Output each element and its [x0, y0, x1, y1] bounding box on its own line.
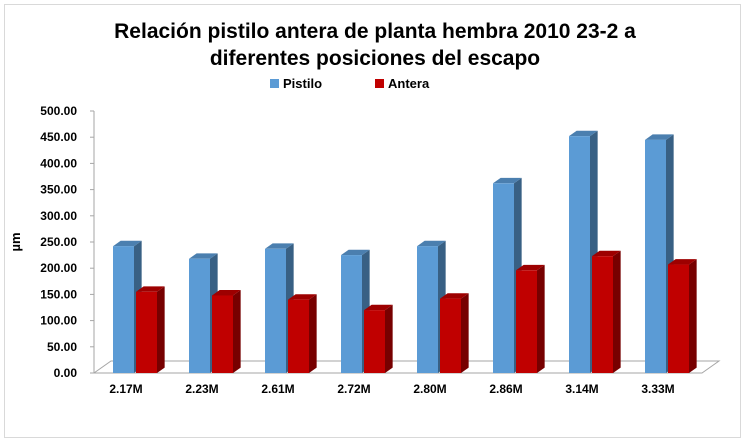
bar-top	[493, 177, 522, 184]
bar-front	[417, 246, 438, 373]
y-tick-label: 50.00	[47, 340, 77, 354]
x-tick-label: 2.86M	[489, 382, 522, 396]
y-tick-label: 400.00	[40, 156, 77, 170]
bar-top	[113, 240, 142, 247]
bar-side	[461, 293, 469, 373]
bar-top	[645, 134, 674, 140]
x-tick-label: 3.14M	[565, 382, 598, 396]
bar-top	[136, 286, 165, 292]
bar-side	[233, 290, 241, 373]
bar-top	[212, 290, 241, 296]
bar-top	[516, 264, 545, 271]
bar-front	[493, 183, 514, 373]
bar-front	[569, 136, 590, 373]
bar-antera	[440, 293, 469, 373]
bar-side	[689, 259, 697, 373]
chart-floor	[92, 360, 721, 374]
bar-front	[212, 295, 233, 373]
bar-front	[341, 255, 362, 373]
bar-front	[592, 256, 613, 373]
y-axis-label: µm	[8, 232, 23, 251]
bar-front	[136, 291, 157, 373]
bar-antera	[288, 294, 317, 373]
y-tick-label: 350.00	[40, 183, 77, 197]
bar-side	[613, 250, 621, 373]
bar-side	[385, 304, 393, 373]
y-axis: 0.00 50.00 100.00 150.00 200.00 250.00 300.00 3…	[40, 104, 95, 380]
bar-top	[440, 293, 469, 299]
bar-top	[364, 304, 393, 311]
bar-front	[189, 258, 210, 373]
bar-front	[668, 264, 689, 373]
bar-front	[645, 139, 666, 373]
bar-antera	[136, 286, 165, 373]
legend-label-pistilo: Pistilo	[283, 76, 322, 91]
x-tick-label: 2.61M	[261, 382, 294, 396]
y-tick-label: 300.00	[40, 209, 77, 223]
bar-front	[113, 246, 134, 373]
bar-front	[440, 298, 461, 373]
bar-top	[265, 243, 294, 249]
y-tick-label: 250.00	[40, 235, 77, 249]
bar-side	[309, 294, 317, 373]
bar-top	[288, 294, 317, 300]
floor-plane	[92, 360, 721, 374]
bar-side	[157, 286, 165, 373]
bar-front	[516, 270, 537, 373]
chart-title: Relación pistilo antera de planta hembra…	[114, 20, 636, 70]
bar-top	[341, 249, 370, 256]
bar-antera	[668, 259, 697, 373]
chart-legend: Pistilo Antera	[270, 76, 430, 91]
x-tick-label: 2.72M	[337, 382, 370, 396]
bar-top	[592, 250, 621, 257]
bar-front	[364, 310, 385, 373]
bar-front	[288, 299, 309, 373]
y-tick-label: 100.00	[40, 314, 77, 328]
y-tick-label: 150.00	[40, 287, 77, 301]
y-tick-label: 450.00	[40, 130, 77, 144]
bar-top	[668, 259, 697, 265]
bar-top	[417, 240, 446, 247]
chart-title-line-1: Relación pistilo antera de planta hembra…	[114, 20, 636, 43]
legend-swatch-antera	[375, 79, 384, 88]
chart-title-line-2: diferentes posiciones del escapo	[210, 47, 540, 70]
legend-label-antera: Antera	[388, 76, 430, 91]
bar-antera	[516, 264, 545, 373]
bar-front	[265, 248, 286, 373]
bar-antera	[364, 304, 393, 373]
x-tick-label: 2.17M	[109, 382, 142, 396]
x-tick-label: 2.80M	[413, 382, 446, 396]
y-tick-label: 500.00	[40, 104, 77, 118]
bar-pistilo	[569, 130, 598, 373]
x-tick-label: 2.23M	[185, 382, 218, 396]
bar-top	[569, 130, 598, 137]
bar-antera	[592, 250, 621, 373]
legend-swatch-pistilo	[270, 79, 279, 88]
y-tick-label: 200.00	[40, 261, 77, 275]
x-axis: 2.17M 2.23M 2.61M 2.72M 2.80M 2.86M 3.14M 3.33M	[109, 382, 674, 396]
bars	[113, 130, 697, 373]
x-tick-label: 3.33M	[641, 382, 674, 396]
bar-antera	[212, 290, 241, 373]
bar-side	[537, 264, 545, 373]
y-tick-label: 0.00	[54, 366, 78, 380]
bar-top	[189, 253, 218, 259]
